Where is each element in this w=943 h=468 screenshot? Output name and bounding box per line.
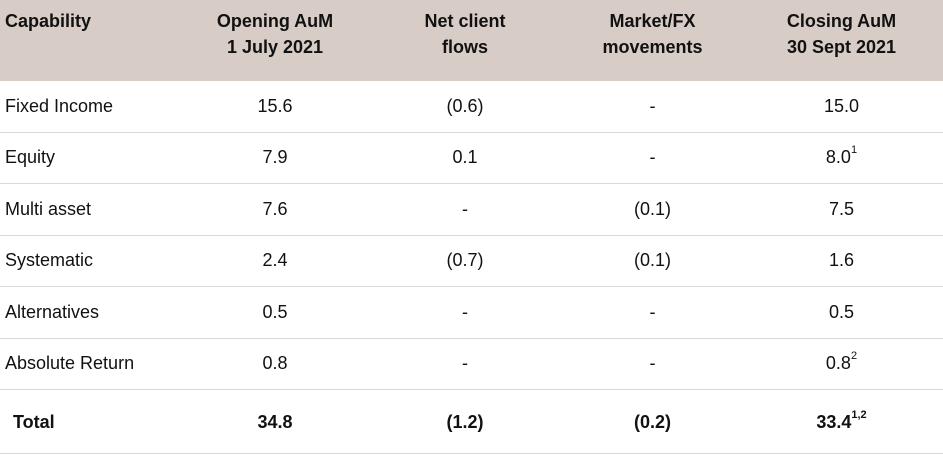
market-fx-cell: - — [649, 95, 656, 116]
total-market-fx: (0.2) — [633, 412, 671, 432]
market-fx-cell: (0.1) — [633, 198, 671, 219]
column-header-opening-aum: Opening AuM 1 July 2021 — [216, 11, 334, 57]
table-row: Absolute Return 0.8 - - 0.82 — [0, 339, 943, 390]
opening-aum-cell: 0.5 — [262, 301, 288, 322]
market-fx-cell: - — [649, 301, 656, 322]
closing-aum-value: 8.0 — [825, 147, 851, 168]
net-client-flows-cell: 0.1 — [452, 147, 478, 168]
capability-cell: Systematic — [5, 250, 94, 271]
total-closing-aum-cell: 33.41,2 — [740, 409, 943, 433]
opening-aum-cell: 15.6 — [257, 95, 293, 116]
capability-cell: Fixed Income — [5, 95, 114, 116]
opening-aum-cell: 7.6 — [262, 198, 288, 219]
table-row: Alternatives 0.5 - - 0.5 — [0, 287, 943, 339]
closing-aum-cell: 8.01 — [740, 144, 943, 168]
closing-aum-value: 1.6 — [828, 250, 855, 271]
capability-cell: Equity — [5, 147, 56, 168]
closing-aum-cell: 15.0 — [740, 96, 943, 117]
column-header-capability: Capability — [5, 11, 92, 31]
table-row: Fixed Income 15.6 (0.6) - 15.0 — [0, 81, 943, 133]
opening-aum-cell: 7.9 — [262, 147, 288, 168]
total-label: Total — [13, 412, 55, 432]
net-client-flows-cell: - — [462, 301, 468, 322]
net-client-flows-cell: - — [462, 198, 468, 219]
market-fx-cell: - — [649, 353, 656, 374]
capability-cell: Absolute Return — [5, 353, 135, 374]
table-row: Multi asset 7.6 - (0.1) 7.5 — [0, 184, 943, 236]
closing-aum-cell: 0.82 — [740, 350, 943, 374]
column-header-closing-aum: Closing AuM 30 Sept 2021 — [786, 11, 897, 57]
footnote-marker: 1,2 — [851, 409, 867, 421]
table-row: Equity 7.9 0.1 - 8.01 — [0, 133, 943, 184]
closing-aum-cell: 1.6 — [740, 250, 943, 271]
footnote-marker: 2 — [850, 350, 858, 363]
closing-aum-value: 0.5 — [828, 301, 855, 322]
closing-aum-value: 0.8 — [825, 353, 851, 374]
market-fx-cell: - — [649, 147, 656, 168]
capability-cell: Multi asset — [5, 198, 92, 219]
footnote-marker: 1 — [850, 144, 858, 157]
column-header-market-fx-movements: Market/FX movements — [602, 11, 703, 57]
closing-aum-value: 15.0 — [823, 95, 860, 116]
total-row: Total 34.8 (1.2) (0.2) 33.41,2 — [0, 390, 943, 454]
table-row: Systematic 2.4 (0.7) (0.1) 1.6 — [0, 236, 943, 287]
opening-aum-cell: 2.4 — [262, 250, 288, 271]
closing-aum-value: 7.5 — [828, 198, 855, 219]
total-net-client-flows: (1.2) — [446, 412, 484, 432]
total-opening-aum: 34.8 — [257, 412, 293, 432]
market-fx-cell: (0.1) — [633, 250, 671, 271]
net-client-flows-cell: (0.6) — [446, 95, 484, 116]
opening-aum-cell: 0.8 — [262, 353, 288, 374]
closing-aum-cell: 7.5 — [740, 199, 943, 220]
net-client-flows-cell: (0.7) — [446, 250, 484, 271]
aum-table: Capability Opening AuM 1 July 2021 Net c… — [0, 0, 943, 454]
net-client-flows-cell: - — [462, 353, 468, 374]
column-header-net-client-flows: Net client flows — [424, 11, 506, 57]
closing-aum-cell: 0.5 — [740, 302, 943, 323]
total-closing-aum-value: 33.4 — [816, 412, 852, 432]
table-header: Capability Opening AuM 1 July 2021 Net c… — [0, 0, 943, 81]
capability-cell: Alternatives — [5, 301, 100, 322]
